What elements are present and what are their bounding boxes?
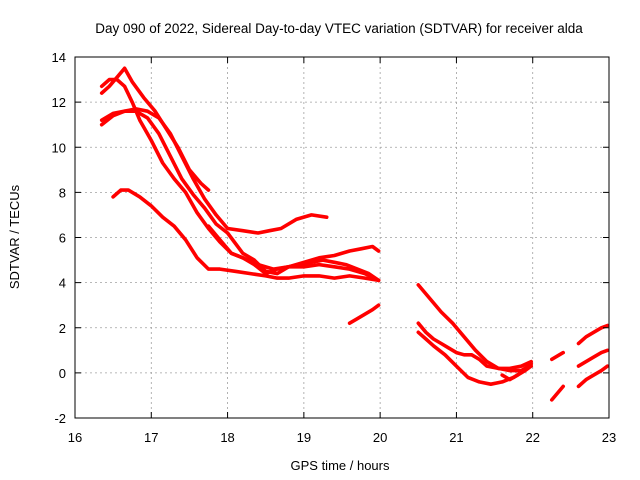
y-tick-label: 0 [59,366,66,381]
chart-title: Day 090 of 2022, Sidereal Day-to-day VTE… [95,21,583,36]
y-tick-label: 12 [52,95,66,110]
series-arc-l [550,350,565,362]
series-arc-g [347,303,381,325]
y-tick-label: 6 [59,231,66,246]
x-tick-label: 19 [297,430,311,445]
y-axis-title: SDTVAR / TECUs [7,184,22,289]
x-tick-label: 20 [373,430,387,445]
y-tick-label: 8 [59,185,66,200]
plot-area [99,66,610,402]
series-arc-k [500,362,533,382]
x-tick-label: 21 [449,430,463,445]
x-tick-label: 16 [68,430,82,445]
series-arc-p [576,364,610,389]
series-arc-o [576,348,610,368]
series-arc-e [99,66,211,192]
series-arc-m [550,384,565,402]
x-axis-title: GPS time / hours [291,458,390,473]
y-tick-label: 10 [52,140,66,155]
series-arc-n [576,323,610,346]
x-tick-label: 22 [525,430,539,445]
grid [75,57,609,418]
series-arc-h [416,283,531,373]
x-tick-label: 17 [144,430,158,445]
tick-marks [74,56,610,419]
y-tick-label: 2 [59,321,66,336]
y-tick-label: 4 [59,276,66,291]
x-tick-label: 23 [602,430,616,445]
x-tick-label: 18 [220,430,234,445]
series-arc-c [99,109,381,283]
series-arc-d [111,188,381,283]
y-tick-label: -2 [54,411,66,426]
series-arc-a [99,77,381,271]
x-tick-labels: 16 17 18 19 20 21 22 23 [68,430,616,445]
series-arc-b [99,107,329,235]
y-tick-label: 14 [52,50,66,65]
series-arc-f [206,224,381,283]
y-tick-labels: -2 0 2 4 6 8 10 12 14 [52,50,66,426]
series-arc-j [416,321,533,371]
